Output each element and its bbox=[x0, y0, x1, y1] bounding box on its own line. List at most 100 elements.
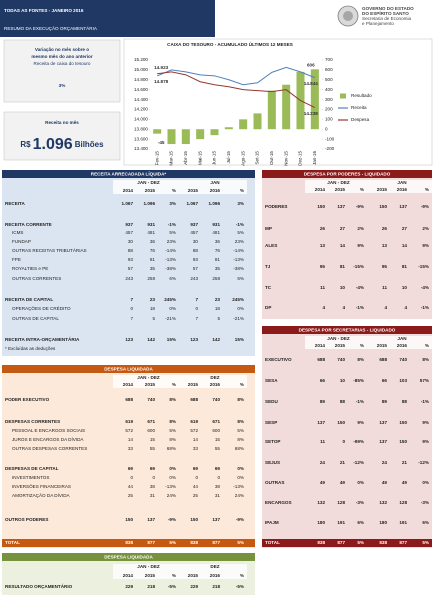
col-header: 2016 bbox=[210, 382, 221, 387]
cell: 38 bbox=[150, 484, 156, 489]
legend-swatch bbox=[340, 93, 346, 99]
col-header: 2015 bbox=[335, 343, 346, 348]
cell: 95 bbox=[320, 264, 326, 269]
cell: 229 bbox=[125, 584, 133, 589]
cell: 49 bbox=[320, 480, 326, 485]
cell: 25 bbox=[193, 493, 199, 498]
row-label: RECEITA CORRENTE bbox=[5, 222, 52, 227]
cell: 572 bbox=[125, 428, 133, 433]
table-title: DESPESA LIQUIDADA bbox=[104, 554, 153, 559]
col-header-bg bbox=[113, 375, 247, 388]
cell: 26 bbox=[320, 226, 326, 231]
cell: 15 bbox=[150, 437, 156, 442]
row-label: PESSOAL E ENCARGOS SOCIAIS bbox=[12, 428, 85, 433]
cell: 23% bbox=[167, 239, 176, 244]
cell: 30 bbox=[193, 239, 199, 244]
cell: 258 bbox=[147, 276, 155, 281]
cell: 69 bbox=[193, 466, 199, 471]
cell: -21% bbox=[233, 316, 244, 321]
bar bbox=[267, 90, 276, 130]
cell: 49 bbox=[382, 480, 388, 485]
cell: 619 bbox=[190, 419, 198, 424]
col-header: 2014 bbox=[123, 188, 134, 193]
bar bbox=[253, 113, 262, 130]
x-tick-label: Jan-16 bbox=[312, 151, 317, 165]
cell: -38% bbox=[233, 266, 244, 271]
cell: 688 bbox=[317, 357, 325, 362]
cell: 30 bbox=[128, 239, 134, 244]
x-tick-label: Fev-15 bbox=[154, 151, 159, 166]
data-label: -45 bbox=[158, 140, 165, 145]
cell: 88 bbox=[193, 248, 199, 253]
bar bbox=[310, 69, 319, 130]
data-label: 14.923 bbox=[154, 65, 168, 70]
cell: 57 bbox=[193, 266, 199, 271]
col-header: % bbox=[240, 188, 244, 193]
cell: 688 bbox=[190, 397, 198, 402]
y2-tick-label: 600 bbox=[325, 67, 333, 72]
cell: 838 bbox=[379, 540, 387, 545]
cell: 13 bbox=[320, 243, 326, 248]
cell: 88 bbox=[128, 248, 134, 253]
cell: 81 bbox=[340, 264, 346, 269]
y-tick-label: 14.600 bbox=[134, 87, 148, 92]
cell: 9% bbox=[422, 439, 429, 444]
cell: 69 bbox=[215, 466, 221, 471]
row-label: IPAJM bbox=[265, 520, 279, 525]
cell: 8% bbox=[169, 397, 176, 402]
cell: 243 bbox=[190, 276, 198, 281]
cell: 0% bbox=[237, 466, 244, 471]
cell: 4 bbox=[404, 305, 407, 310]
cell: 229 bbox=[190, 584, 198, 589]
cell: 6% bbox=[422, 520, 429, 525]
row-label: EXECUTIVO bbox=[265, 357, 292, 362]
col-header-bg bbox=[113, 180, 247, 194]
cell: -38% bbox=[165, 266, 176, 271]
cell: 36 bbox=[215, 239, 221, 244]
cell: 5% bbox=[237, 540, 244, 545]
cell: 44 bbox=[128, 484, 134, 489]
cell: 0 bbox=[152, 475, 155, 480]
cell: 15 bbox=[215, 437, 221, 442]
cell: -15% bbox=[418, 264, 429, 269]
cell: 0% bbox=[237, 475, 244, 480]
x-tick-label: Mai-15 bbox=[197, 151, 202, 165]
cell: 8% bbox=[169, 437, 176, 442]
data-label: 14.844 bbox=[304, 81, 318, 86]
line bbox=[156, 66, 316, 86]
cell: 142 bbox=[147, 337, 155, 342]
cell: 1.096 bbox=[144, 201, 156, 206]
col-header: % bbox=[425, 187, 429, 192]
total-bg bbox=[2, 539, 255, 547]
row-label: MP bbox=[265, 226, 272, 231]
cell: -13% bbox=[165, 484, 176, 489]
cell: 245% bbox=[164, 297, 176, 302]
cell: -13% bbox=[233, 257, 244, 262]
cell: 55 bbox=[150, 446, 156, 451]
col-header: % bbox=[240, 573, 244, 578]
kpi-value: R$ 1.096 Bilhões bbox=[20, 136, 104, 153]
cell: 740 bbox=[337, 357, 345, 362]
cell: -1% bbox=[356, 399, 364, 404]
cell: 688 bbox=[125, 397, 133, 402]
cell: 66 bbox=[382, 378, 388, 383]
row-label: OUTRAS CORRENTES bbox=[12, 276, 61, 281]
cell: 8% bbox=[237, 397, 244, 402]
cell: 137 bbox=[147, 517, 155, 522]
y-tick-label: 15.200 bbox=[134, 57, 148, 62]
col-header: % bbox=[360, 343, 364, 348]
cell: 23% bbox=[235, 239, 244, 244]
row-label: DESPESAS DE CAPITAL bbox=[5, 466, 59, 471]
row-label: OUTRAS DE CAPITAL bbox=[12, 316, 59, 321]
cell: 81 bbox=[402, 264, 408, 269]
col-header: 2015 bbox=[335, 187, 346, 192]
cell: -13% bbox=[233, 484, 244, 489]
cell: 14 bbox=[340, 243, 346, 248]
cell: 5% bbox=[169, 428, 176, 433]
row-label: AMORTIZAÇÃO DA DÍVIDA bbox=[12, 492, 71, 498]
cell: 877 bbox=[399, 540, 407, 545]
row-label: TC bbox=[265, 285, 272, 290]
cell: 8% bbox=[169, 419, 176, 424]
cell: 8% bbox=[237, 419, 244, 424]
cell: 180 bbox=[317, 520, 325, 525]
